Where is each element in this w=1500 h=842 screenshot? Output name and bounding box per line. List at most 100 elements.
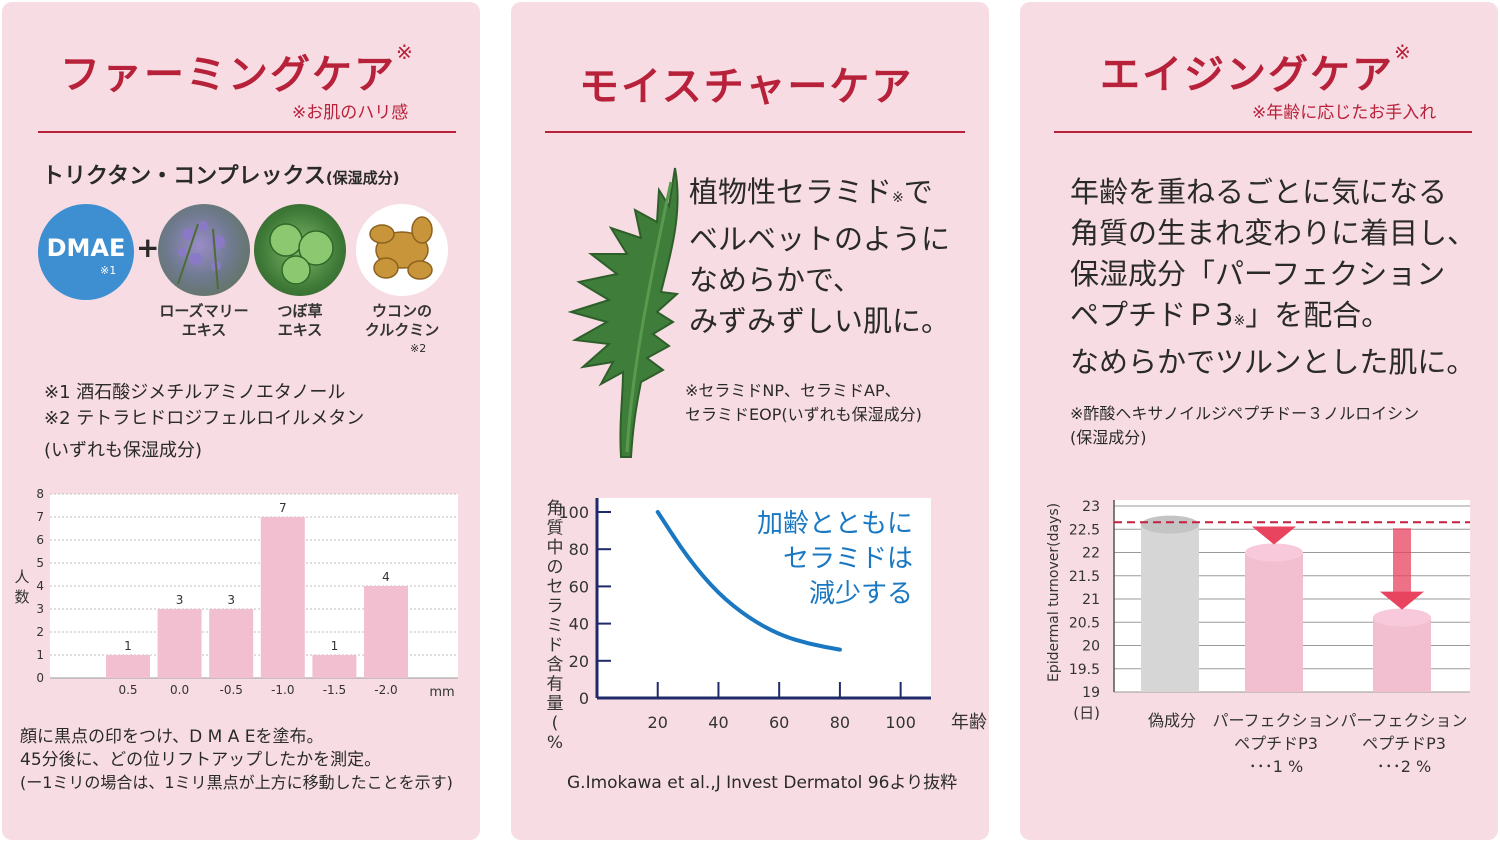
decrease-arrow-icon — [1380, 591, 1424, 610]
gotu-kola-image — [254, 204, 346, 296]
caption-2: 45分後に、どの位リフトアップしたかを測定。 — [20, 750, 382, 770]
y-tick-label: 100 — [558, 503, 589, 522]
body-mark: ※ — [892, 190, 904, 206]
x-tick-label: -0.5 — [219, 683, 242, 697]
x-unit-label: mm — [429, 685, 454, 700]
body-mark: ※ — [1233, 313, 1246, 329]
y-axis-label: の — [547, 558, 564, 578]
body-line-2: 角質の生まれ変わりに着目し、 — [1070, 216, 1477, 250]
caption-1: 顔に黒点の印をつけ、D M A Eを塗布。 — [20, 727, 324, 747]
y-tick-label: 20.5 — [1069, 615, 1100, 631]
body-line-1-end: で — [903, 175, 933, 209]
y-axis-label: 人 — [14, 568, 29, 586]
y-axis-label: セ — [547, 577, 564, 597]
body-line-4a: ペプチドＰ3 — [1070, 298, 1234, 332]
ceramide-line-chart: 02040608010020406080100年齢角質中のセラミド含有量(%)加… — [547, 498, 987, 752]
y-tick-label: 22.5 — [1069, 522, 1100, 538]
gotu-kola-label: つぼ草 エキス — [248, 302, 352, 340]
y-tick-label: 23 — [1082, 499, 1100, 515]
caption-3: (ー1ミリの場合は、1ミリ黒点が上方に移動したことを示す) — [20, 773, 453, 792]
x-axis-label: 年齢 — [951, 712, 987, 733]
ceramide-series-line — [655, 510, 842, 652]
y-tick-label: 5 — [36, 556, 44, 570]
turmeric-image — [356, 204, 448, 296]
x-tick-label: -1.5 — [323, 683, 346, 697]
gotu-kola-leaves-icon — [269, 223, 334, 285]
rosemary-label-line2: エキス — [181, 321, 227, 339]
leaf-illustration — [567, 167, 680, 458]
y-axis-label: 数 — [14, 588, 29, 606]
y-tick-label: 21.5 — [1069, 569, 1100, 585]
ceramide-note-1: ※セラミドNP、セラミドAP、 — [685, 381, 901, 400]
turmeric-label-line2: クルクミン — [364, 321, 440, 339]
y-axis-label: 角 — [547, 499, 564, 519]
peptide-note-1: ※酢酸ヘキサノイルジペプチドー３ノルロイシン — [1070, 404, 1420, 423]
panel-title: エイジングケア※ — [1100, 40, 1413, 100]
x-category-label: ペプチドP3 — [1362, 734, 1446, 753]
body-line-2: ベルベットのように — [689, 222, 951, 256]
decrease-arrow-shaft — [1393, 528, 1411, 594]
y-axis-label: 有 — [547, 675, 564, 695]
source-citation: G.Imokawa et al.,J Invest Dermatol 96より抜… — [567, 773, 958, 793]
plot-area — [597, 498, 931, 698]
x-category-label: パーフェクション — [1212, 711, 1339, 730]
plus-sign: + — [136, 231, 160, 264]
y-tick-label: 8 — [36, 487, 44, 501]
peptide-note-2: (保湿成分) — [1070, 428, 1147, 447]
dmae-label: DMAE — [46, 234, 126, 262]
bar — [260, 517, 305, 678]
chart-annotation: セラミドは — [783, 544, 913, 574]
complex-name: トリクタン・コンプレックス — [42, 164, 326, 189]
chart-annotation: 加齢とともに — [757, 509, 913, 539]
turnover-bar-chart: 19 19.5 20 20.5 21 21.5 22 22.5 23 (日) Epidermal t… — [1046, 499, 1470, 776]
x-tick-label: 80 — [830, 713, 850, 732]
moisture-body: 植物性セラミド※で ベルベットのように なめらかで、 みずみずしい肌に。 — [689, 172, 950, 342]
moisture-care-title: モイスチャーケア — [579, 63, 914, 110]
y-tick-label: 4 — [36, 579, 44, 593]
bar — [106, 655, 150, 678]
body-line-3: 保湿成分「パーフェクション — [1070, 257, 1446, 291]
y-axis-label: ミ — [547, 616, 564, 636]
title-divider — [545, 131, 965, 133]
bar — [1245, 552, 1303, 692]
x-category-label: ･･･1 % — [1249, 757, 1303, 776]
lift-up-bar-chart: 0 1 2 3 4 5 6 7 8 1 0.5 3 0.0 3 -0.5 7 -1.0 1 -1.5 4 -2.0 mm 人… — [14, 487, 458, 700]
turmeric-label-line1: ウコンの — [371, 302, 432, 320]
body-line-1: 年齢を重ねるごとに気になる — [1070, 175, 1448, 209]
rosemary-image — [158, 204, 250, 296]
y-tick-label: 0 — [579, 689, 589, 708]
bar-top — [1141, 515, 1199, 534]
rosemary-label: ローズマリー エキス — [152, 302, 256, 340]
gotu-kola-label-line2: エキス — [277, 321, 323, 339]
title-subnote: ※年齢に応じたお手入れ — [1252, 103, 1437, 123]
turmeric-root-icon — [369, 216, 433, 280]
y-axis-label: Epidermal turnover(days) — [1046, 503, 1062, 682]
title-subnote: ※お肌のハリ感 — [292, 103, 409, 123]
x-tick-label: -2.0 — [374, 683, 397, 697]
turmeric-mark: ※2 — [410, 342, 427, 355]
footnote-2: ※2 テトラヒドロジフェルロイルメタン — [44, 408, 365, 429]
panel-title: ファーミングケア※ — [60, 40, 415, 100]
x-tick-label: 40 — [708, 713, 728, 732]
moisture-care-panel: モイスチャーケア 植物性セラミド※で ベルベットのように なめらかで、 みずみず… — [511, 2, 989, 840]
leaf-icon — [567, 167, 680, 458]
aging-body: 年齢を重ねるごとに気になる 角質の生まれ変わりに着目し、 保湿成分「パーフェクシ… — [1070, 172, 1476, 383]
x-category-label: ･･･2 % — [1377, 757, 1431, 776]
bar-value-label: 4 — [382, 570, 390, 584]
y-tick-label: 40 — [569, 615, 589, 634]
y-tick-label: 0 — [36, 671, 44, 685]
aging-care-panel: エイジングケア※ ※年齢に応じたお手入れ 年齢を重ねるごとに気になる 角質の生ま… — [1020, 2, 1498, 840]
bar-value-label: 1 — [331, 639, 339, 653]
bar — [1141, 524, 1199, 692]
title-divider — [1054, 131, 1472, 133]
x-tick-label: 20 — [648, 713, 668, 732]
y-tick-label: 19 — [1082, 685, 1100, 701]
bar-value-label: 7 — [279, 501, 287, 515]
bar — [209, 609, 254, 678]
bar-value-label: 1 — [124, 639, 132, 653]
bar — [364, 586, 408, 678]
firming-care-title: ファーミングケア — [60, 51, 396, 98]
x-category-label: 偽成分 — [1148, 711, 1196, 730]
chart-annotation: 減少する — [809, 579, 913, 609]
turmeric-label: ウコンの クルクミン — [350, 302, 454, 340]
